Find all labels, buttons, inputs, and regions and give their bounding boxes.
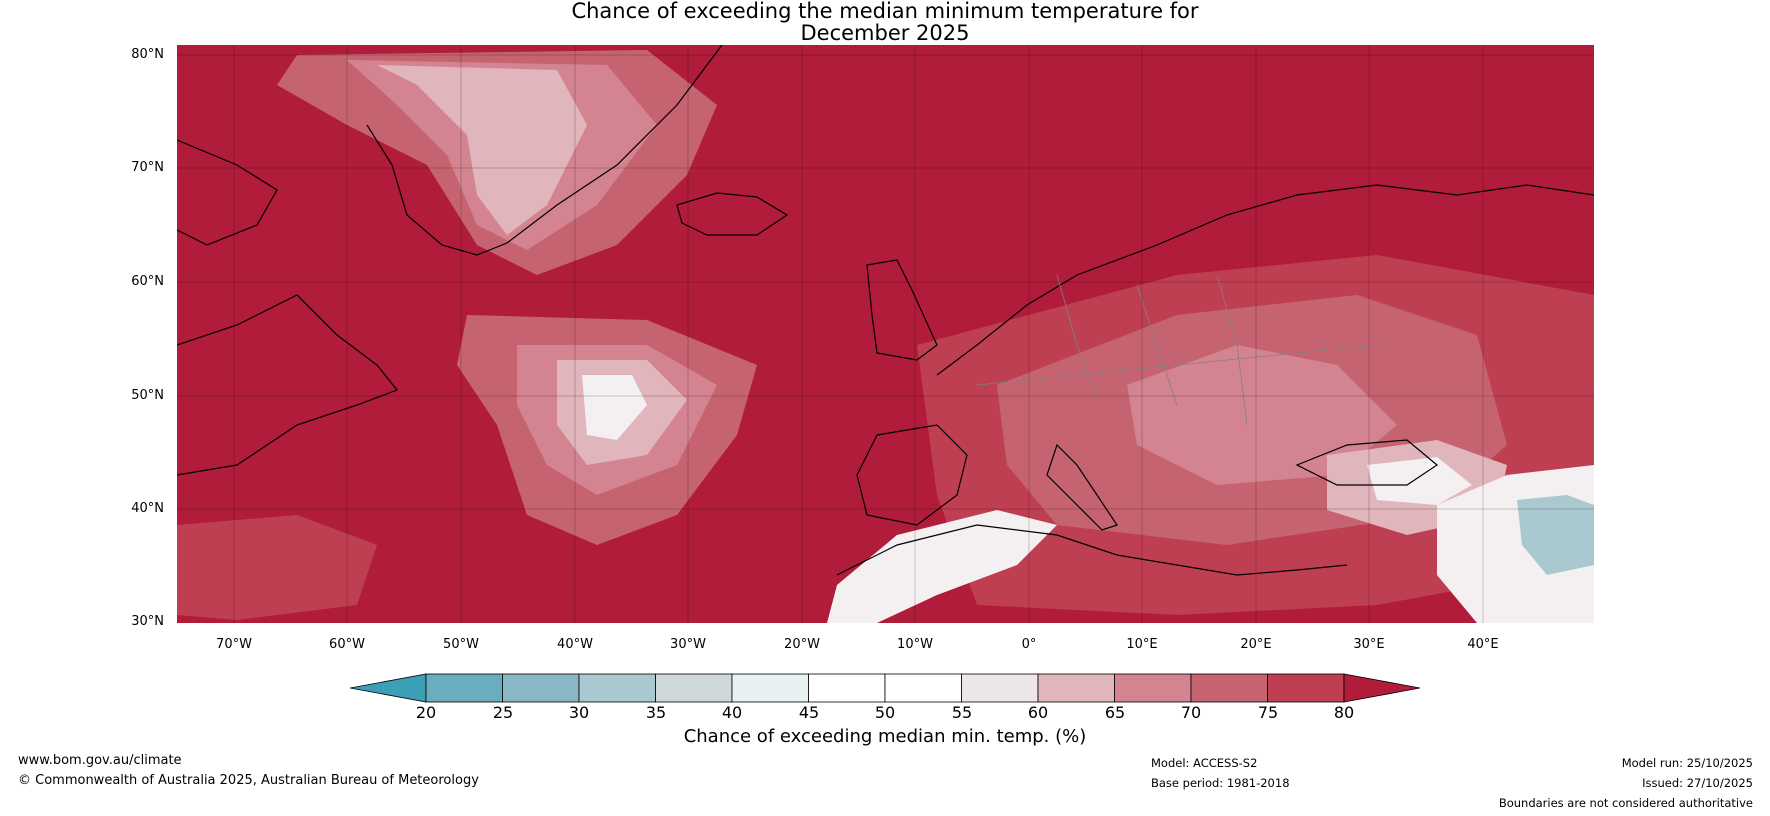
lon-label-70w: 70°W [216,637,252,652]
colorbar-tick-35: 35 [645,703,667,722]
greenland-coastline [366,45,723,256]
map-title-line2: December 2025 [800,21,970,45]
colorbar-bin [961,673,1039,703]
lon-label-30w: 30°W [670,637,706,652]
website-link[interactable]: www.bom.gov.au/climate [18,753,182,768]
issued-date: Issued: 27/10/2025 [1642,776,1753,790]
atlantic-contour-50 [582,375,647,440]
border-line [1056,274,1098,396]
colorbar-tick-40: 40 [721,703,743,722]
colorbar-bin [1190,673,1268,703]
model-run-date: Model run: 25/10/2025 [1621,756,1753,770]
colorbar-tick-55: 55 [951,703,973,722]
north-africa-contour-50 [827,510,1057,623]
colorbar-tick-30: 30 [568,703,590,722]
lat-label-50n: 50°N [131,388,164,403]
colorbar-tick-20: 20 [415,703,437,722]
probability-map [177,45,1594,623]
colorbar-tick-45: 45 [798,703,820,722]
iceland-coastline [676,192,789,236]
colorbar-tick-75: 75 [1257,703,1279,722]
lon-label-40w: 40°W [557,637,593,652]
lon-label-20e: 20°E [1240,637,1272,652]
middle-east-contour-35 [1517,495,1594,575]
southwest-contour-75 [177,515,377,620]
coastlines [177,45,1594,576]
border-line [976,344,1378,386]
greenland-contour-60 [377,65,587,235]
colorbar-tick-80: 80 [1333,703,1355,722]
colorbar-bin [502,673,580,703]
lat-label-60n: 60°N [131,274,164,289]
europe-contour-65 [1127,345,1397,485]
colorbar-tick-70: 70 [1180,703,1202,722]
lon-label-30e: 30°E [1353,637,1385,652]
colorbar-tick-65: 65 [1104,703,1126,722]
lon-label-20w: 20°W [784,637,820,652]
border-line [1216,274,1248,426]
lat-label-80n: 80°N [131,47,164,62]
colorbar-bin [1114,673,1192,703]
lon-label-50w: 50°W [443,637,479,652]
graticule [177,45,1594,623]
base-period: Base period: 1981-2018 [1151,776,1290,790]
colorbar-tick-60: 60 [1027,703,1049,722]
colorbar-bin [731,673,809,703]
colorbar-bin [808,673,886,703]
canada-coastline [177,139,398,476]
colorbar-bin [425,673,503,703]
lon-label-10w: 10°W [897,637,933,652]
lat-label-40n: 40°N [131,501,164,516]
italy-coastline [1046,443,1118,531]
colorbar-bin [884,673,962,703]
country-borders [976,274,1378,426]
boundaries-disclaimer: Boundaries are not considered authoritat… [1498,796,1753,810]
colorbar-extend-low [350,673,427,703]
copyright-text: © Commonwealth of Australia 2025, Austra… [18,773,479,788]
lat-label-70n: 70°N [131,160,164,175]
iberia-coastline [856,424,968,526]
colorbar-label: Chance of exceeding median min. temp. (%… [683,726,1087,747]
north-africa-coastline [836,524,1348,576]
britain-coastline [866,259,938,361]
lon-label-0: 0° [1021,637,1037,652]
lon-label-60w: 60°W [329,637,365,652]
colorbar-bin [1267,673,1345,703]
europe-coastline [936,184,1594,376]
colorbar-bin [578,673,656,703]
colorbar-bin [1037,673,1115,703]
lon-label-10e: 10°E [1126,637,1158,652]
lat-label-30n: 30°N [131,614,164,629]
lon-label-40e: 40°E [1467,637,1499,652]
colorbar [350,673,1420,703]
colorbar-extend-high [1343,673,1420,703]
colorbar-tick-25: 25 [492,703,514,722]
model-name: Model: ACCESS-S2 [1151,756,1258,770]
border-line [1136,284,1178,406]
probability-contours [177,50,1594,623]
turkey-contour-50 [1367,457,1472,505]
black-sea-coastline [1295,439,1439,486]
colorbar-tick-50: 50 [874,703,896,722]
colorbar-bin [655,673,733,703]
map-title-line1: Chance of exceeding the median minimum t… [571,0,1199,23]
